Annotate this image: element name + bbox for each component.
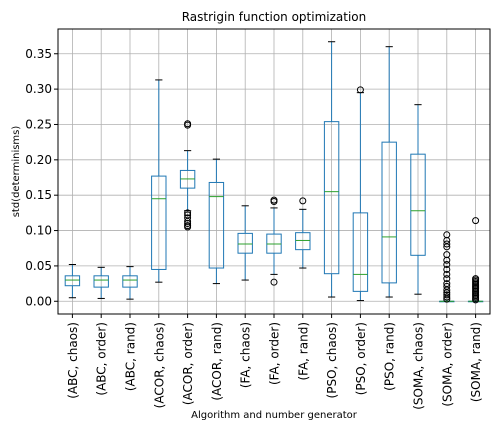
box-body (410, 153, 426, 256)
box-2 (93, 266, 109, 299)
box-13 (410, 104, 426, 295)
x-tick-label: (SOMA, order) (440, 322, 454, 407)
box-5 (179, 120, 196, 231)
outlier-point (472, 217, 480, 225)
box-12 (381, 46, 397, 298)
box-3 (122, 266, 138, 300)
box-body (352, 212, 369, 292)
outlier-point (443, 240, 451, 248)
x-tick-label: (ACOR, chaos) (152, 322, 166, 408)
box-14 (439, 231, 455, 303)
y-tick-label: 0.10 (25, 224, 52, 238)
y-tick-label: 0.05 (25, 259, 52, 273)
outlier-point (443, 260, 451, 268)
chart-title: Rastrigin function optimization (182, 10, 367, 24)
outlier-point (472, 275, 480, 283)
x-axis-label: Algorithm and number generator (191, 410, 358, 421)
x-tick-label: (FA, rand) (296, 322, 310, 381)
outlier-point (184, 214, 192, 222)
outlier-point (443, 280, 451, 288)
y-tick-label: 0.25 (25, 117, 52, 131)
box-4 (151, 79, 167, 283)
outlier-point (184, 211, 192, 219)
x-tick-label: (SOMA, rand) (469, 322, 483, 402)
box-body (208, 181, 225, 269)
box-body (64, 275, 81, 287)
y-axis-ticks: 0.00 0.05 0.10 0.15 0.20 0.25 0.30 0.35 (25, 47, 58, 308)
box-9 (295, 197, 311, 269)
outlier-point (443, 231, 451, 239)
x-tick-label: (PSO, order) (354, 322, 368, 395)
x-tick-label: (FA, chaos) (239, 322, 253, 388)
x-tick-label: (ABC, rand) (124, 322, 138, 391)
y-tick-label: 0.35 (25, 47, 52, 61)
box-body (295, 232, 311, 251)
outlier-point (356, 86, 364, 94)
x-axis-ticks: (ABC, chaos) (ABC, order) (ABC, rand) (ACOR… (66, 314, 483, 410)
boxes (64, 41, 484, 304)
box-body (323, 121, 340, 275)
outlier-point (443, 270, 451, 278)
box-body (237, 232, 253, 254)
outlier-point (443, 282, 451, 290)
x-tick-label: (ACOR, rand) (210, 322, 224, 401)
box-body (122, 275, 138, 288)
outlier-point (443, 251, 451, 259)
outlier-point (184, 120, 192, 128)
box-7 (237, 205, 253, 281)
outlier-point (443, 291, 451, 299)
x-tick-label: (ACOR, order) (181, 322, 195, 405)
x-tick-label: (FA, order) (268, 322, 282, 385)
outlier-point (184, 222, 192, 230)
box-11 (352, 86, 369, 302)
box-10 (323, 41, 340, 298)
outlier-point (443, 265, 451, 273)
outlier-point (184, 209, 192, 217)
box-body (151, 175, 167, 270)
x-tick-label: (PSO, chaos) (325, 322, 339, 398)
y-tick-label: 0.00 (25, 294, 52, 308)
x-tick-label: (SOMA, chaos) (412, 322, 426, 410)
box-8 (266, 196, 282, 286)
box-body (381, 141, 397, 284)
box-6 (208, 158, 225, 285)
outlier-point (443, 275, 451, 283)
box-body (93, 275, 109, 288)
outlier-point (299, 197, 307, 205)
x-tick-label: (PSO, rand) (383, 322, 397, 391)
x-tick-label: (ABC, chaos) (66, 322, 80, 399)
y-tick-label: 0.20 (25, 153, 52, 167)
y-axis-label: std(determinisms) (11, 126, 22, 218)
outlier-point (270, 196, 278, 204)
outlier-point (443, 293, 451, 301)
x-tick-label: (ABC, order) (95, 322, 109, 396)
box-15 (467, 217, 484, 304)
outlier-point (270, 278, 278, 286)
y-tick-label: 0.15 (25, 188, 52, 202)
y-tick-label: 0.30 (25, 82, 52, 96)
box-1 (64, 263, 81, 299)
